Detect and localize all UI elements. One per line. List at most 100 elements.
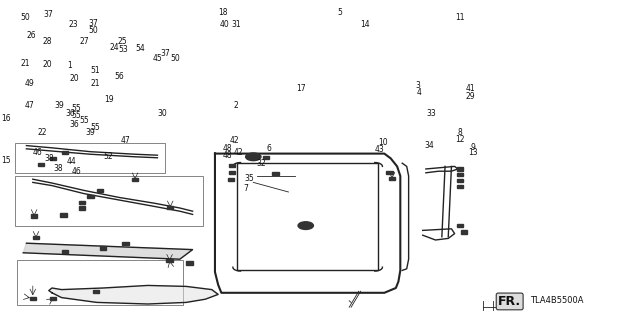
Text: 34: 34 — [424, 141, 434, 150]
Bar — [50, 157, 56, 160]
Text: 46: 46 — [72, 167, 81, 176]
Text: 20: 20 — [70, 74, 79, 83]
Text: 46: 46 — [33, 148, 43, 157]
Bar — [229, 164, 236, 167]
Text: 39: 39 — [55, 101, 65, 110]
Bar — [60, 213, 67, 217]
Text: 7: 7 — [243, 184, 248, 193]
Circle shape — [298, 222, 314, 229]
Bar — [456, 173, 463, 176]
Text: 41: 41 — [466, 84, 476, 92]
Text: 35: 35 — [244, 174, 253, 183]
Text: 47: 47 — [25, 101, 35, 110]
Text: 21: 21 — [91, 79, 100, 88]
Text: 20: 20 — [42, 60, 52, 68]
Bar — [93, 290, 99, 293]
Text: 19: 19 — [105, 95, 115, 104]
Bar — [132, 178, 138, 181]
Text: 42: 42 — [229, 136, 239, 145]
Bar — [79, 206, 85, 210]
Bar — [229, 171, 236, 174]
Text: 33: 33 — [426, 109, 436, 118]
Text: 6: 6 — [267, 144, 272, 153]
Text: 55: 55 — [79, 116, 89, 125]
Text: 14: 14 — [360, 20, 370, 28]
Bar — [17, 260, 183, 305]
Text: FR.: FR. — [498, 295, 521, 308]
Text: 38: 38 — [44, 154, 54, 163]
Text: 44: 44 — [67, 157, 76, 166]
Text: 11: 11 — [455, 13, 465, 22]
Bar — [263, 156, 269, 159]
Text: 39: 39 — [86, 128, 95, 137]
Bar — [31, 214, 37, 218]
Text: 37: 37 — [44, 10, 54, 19]
Text: 28: 28 — [43, 37, 52, 46]
Text: 22: 22 — [38, 128, 47, 137]
Text: 55: 55 — [91, 123, 100, 132]
Bar — [15, 176, 204, 226]
Text: 38: 38 — [54, 164, 63, 172]
Text: 23: 23 — [68, 20, 78, 28]
Bar — [61, 250, 68, 253]
Text: 1: 1 — [67, 61, 72, 70]
Text: 43: 43 — [375, 145, 385, 154]
Text: 3: 3 — [416, 81, 420, 90]
Text: 31: 31 — [231, 20, 241, 29]
Bar — [38, 163, 44, 166]
Text: 51: 51 — [91, 66, 100, 75]
Bar — [273, 172, 279, 175]
Bar — [15, 143, 165, 173]
Text: 54: 54 — [135, 44, 145, 52]
Text: 4: 4 — [417, 88, 422, 97]
Text: 37: 37 — [161, 49, 171, 58]
Text: 45: 45 — [152, 54, 163, 63]
Text: 50: 50 — [89, 26, 99, 35]
Bar — [97, 189, 103, 192]
Text: 48: 48 — [223, 151, 232, 160]
Text: 55: 55 — [72, 104, 81, 113]
Text: 29: 29 — [466, 92, 476, 100]
Text: 48: 48 — [223, 144, 232, 153]
Bar — [50, 297, 56, 300]
Text: 15: 15 — [1, 156, 11, 164]
Circle shape — [246, 153, 261, 161]
Polygon shape — [49, 285, 218, 304]
Bar — [61, 151, 68, 154]
Bar — [461, 230, 467, 234]
Text: 12: 12 — [455, 135, 465, 144]
Bar — [167, 206, 173, 209]
Text: 36: 36 — [70, 120, 79, 129]
Text: 42: 42 — [234, 148, 243, 156]
Text: 8: 8 — [458, 128, 462, 137]
Text: 30: 30 — [157, 109, 167, 118]
Text: 56: 56 — [114, 72, 124, 81]
Text: 10: 10 — [378, 138, 388, 147]
Text: 25: 25 — [118, 37, 127, 46]
Text: 52: 52 — [104, 152, 113, 161]
Text: 26: 26 — [27, 31, 36, 40]
Bar — [456, 185, 463, 188]
Text: 55: 55 — [72, 111, 81, 120]
Text: 5: 5 — [337, 8, 342, 17]
Bar — [122, 242, 129, 245]
Text: 9: 9 — [470, 143, 475, 152]
Text: 53: 53 — [118, 45, 129, 54]
Text: 24: 24 — [110, 43, 120, 52]
Text: 49: 49 — [25, 79, 35, 88]
Bar — [166, 259, 173, 262]
Text: TLA4B5500A: TLA4B5500A — [530, 296, 584, 305]
Bar — [228, 178, 234, 181]
Text: 40: 40 — [220, 20, 229, 29]
Text: 2: 2 — [234, 101, 239, 110]
Text: 32: 32 — [257, 159, 266, 168]
Bar — [100, 246, 106, 250]
Bar — [79, 201, 85, 204]
Bar — [29, 297, 36, 300]
Bar — [33, 236, 39, 239]
Polygon shape — [23, 243, 193, 259]
Bar — [186, 261, 193, 265]
Text: 36: 36 — [65, 109, 75, 118]
Text: 50: 50 — [20, 13, 30, 22]
Text: 27: 27 — [79, 37, 89, 46]
